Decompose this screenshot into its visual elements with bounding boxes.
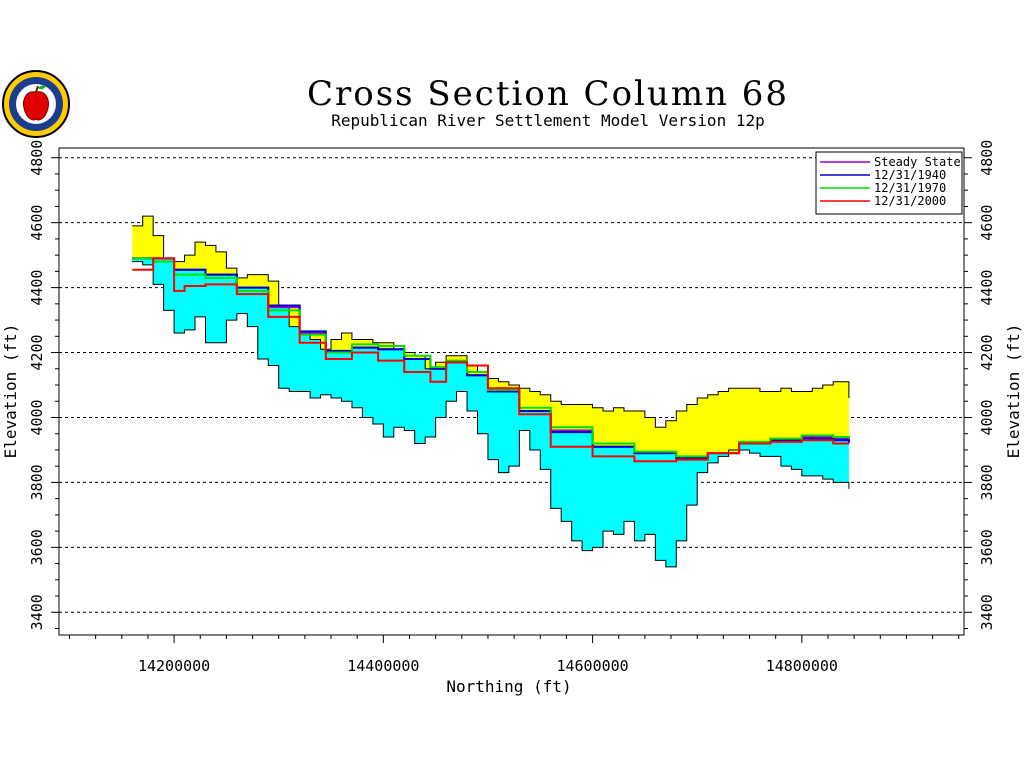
unsaturated-zone-fill [132, 216, 849, 459]
plot-frame [58, 147, 965, 636]
y-tick-label-left: 4000 [28, 399, 46, 435]
y-tick-label-left: 3800 [28, 464, 46, 500]
y-tick-label-left: 3600 [28, 529, 46, 565]
y-tick-label-left: 4200 [28, 334, 46, 370]
legend-label-1: Steady State [874, 155, 961, 169]
x-tick-label: 14200000 [138, 657, 210, 675]
aquifer-bottom-outline [132, 261, 850, 568]
y-tick-label-right: 4400 [978, 270, 996, 306]
legend-label-3: 12/31/1970 [874, 181, 946, 195]
y-tick-label-right: 4200 [978, 334, 996, 370]
y-tick-label-left: 4800 [28, 140, 46, 176]
head-series-lines [132, 257, 850, 463]
series-line-4 [132, 257, 849, 463]
y-tick-label-right: 4800 [978, 140, 996, 176]
y-tick-label-left: 3400 [28, 594, 46, 630]
chart-title: Cross Section Column 68 [307, 74, 789, 114]
y-tick-label-left: 4400 [28, 270, 46, 306]
state-seal-logo [2, 70, 70, 138]
y-tick-label-right: 4000 [978, 399, 996, 435]
chart-subtitle: Republican River Settlement Model Versio… [331, 111, 764, 130]
y-tick-label-left: 4600 [28, 205, 46, 241]
legend: Steady State12/31/194012/31/197012/31/20… [815, 151, 963, 215]
y-axis-label-left: Elevation (ft) [1, 324, 20, 459]
y-tick-label-right: 3400 [978, 594, 996, 630]
x-tick-label: 14400000 [347, 657, 419, 675]
y-axis-label-right: Elevation (ft) [1004, 324, 1023, 459]
y-tick-label-right: 3600 [978, 529, 996, 565]
x-tick-label: 14600000 [556, 657, 628, 675]
legend-label-4: 12/31/2000 [874, 194, 946, 208]
legend-label-2: 12/31/1940 [874, 168, 946, 182]
x-axis-label: Northing (ft) [446, 677, 571, 696]
x-tick-label: 14800000 [766, 657, 838, 675]
axes: 14200000 14400000 14600000 14800000 3400 3400… [28, 140, 996, 675]
y-tick-label-right: 3800 [978, 464, 996, 500]
y-tick-label-right: 4600 [978, 205, 996, 241]
